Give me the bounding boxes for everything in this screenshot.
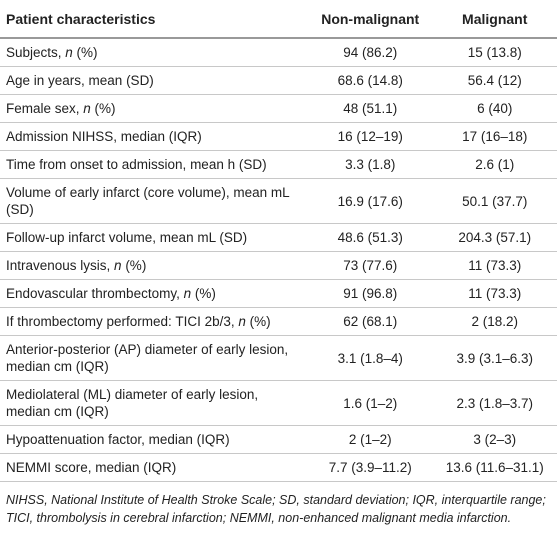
label-text: Hypoattenuation factor, median (IQR) <box>6 432 230 447</box>
label-text: n <box>183 286 192 301</box>
row: If thrombectomy performed: TICI 2b/3, n … <box>0 307 557 336</box>
label-text: Subjects, <box>6 45 66 60</box>
label-cell: Admission NIHSS, median (IQR) <box>0 122 308 151</box>
value-cell: 6 (40) <box>432 94 557 123</box>
label-cell: Endovascular thrombectomy, n (%) <box>0 279 308 308</box>
value-cell: 11 (73.3) <box>432 251 557 280</box>
value-cell: 3.9 (3.1–6.3) <box>432 335 557 381</box>
value-cell: 2.3 (1.8–3.7) <box>432 380 557 426</box>
header-cell: Non-malignant <box>308 0 433 39</box>
value-cell: 16 (12–19) <box>308 122 433 151</box>
label-text: (%) <box>245 314 271 329</box>
value-cell: 3.1 (1.8–4) <box>308 335 433 381</box>
value-cell: 3 (2–3) <box>432 425 557 454</box>
value-cell: 1.6 (1–2) <box>308 380 433 426</box>
label-text: Age in years, mean (SD) <box>6 73 154 88</box>
label-text: NEMMI score, median (IQR) <box>6 460 177 475</box>
label-text: (%) <box>72 45 98 60</box>
value-cell: 17 (16–18) <box>432 122 557 151</box>
value-cell: 16.9 (17.6) <box>308 178 433 224</box>
value-cell: 13.6 (11.6–31.1) <box>432 453 557 482</box>
label-cell: Age in years, mean (SD) <box>0 66 308 95</box>
value-cell: 50.1 (37.7) <box>432 178 557 224</box>
value-cell: 11 (73.3) <box>432 279 557 308</box>
label-text: Volume of early infarct (core volume), m… <box>6 185 290 217</box>
label-text: If thrombectomy performed: TICI 2b/3, <box>6 314 239 329</box>
label-cell: If thrombectomy performed: TICI 2b/3, n … <box>0 307 308 336</box>
label-text: Anterior-posterior (AP) diameter of earl… <box>6 342 289 374</box>
label-text: (%) <box>90 101 116 116</box>
value-cell: 73 (77.6) <box>308 251 433 280</box>
label-text: (%) <box>191 286 216 301</box>
label-cell: NEMMI score, median (IQR) <box>0 453 308 482</box>
value-cell: 3.3 (1.8) <box>308 150 433 179</box>
row: NEMMI score, median (IQR) 7.7 (3.9–11.2) 1… <box>0 453 557 482</box>
row: Anterior-posterior (AP) diameter of earl… <box>0 335 557 381</box>
row: Volume of early infarct (core volume), m… <box>0 178 557 224</box>
value-cell: 15 (13.8) <box>432 38 557 67</box>
value-cell: 2 (18.2) <box>432 307 557 336</box>
label-text: Time from onset to admission, mean h (SD… <box>6 157 267 172</box>
label-text: Endovascular thrombectomy, <box>6 286 184 301</box>
header-cell: Malignant <box>432 0 557 39</box>
value-cell: 56.4 (12) <box>432 66 557 95</box>
footnote: NIHSS, National Institute of Health Stro… <box>6 493 546 525</box>
label-text: Female sex, <box>6 101 84 116</box>
label-text: Follow-up infarct volume, mean mL (SD) <box>6 230 248 245</box>
row: Endovascular thrombectomy, n (%) 91 (96.8… <box>0 279 557 308</box>
value-cell: 204.3 (57.1) <box>432 223 557 252</box>
table-body: Subjects, n (%) 94 (86.2) 15 (13.8) Age in … <box>0 38 557 482</box>
label-text: Admission NIHSS, median (IQR) <box>6 129 202 144</box>
value-cell: 2 (1–2) <box>308 425 433 454</box>
value-cell: 94 (86.2) <box>308 38 433 67</box>
value-cell: 62 (68.1) <box>308 307 433 336</box>
value-cell: 91 (96.8) <box>308 279 433 308</box>
label-text: n <box>238 314 246 329</box>
label-text: Intravenous lysis, <box>6 258 115 273</box>
row: Mediolateral (ML) diameter of early lesi… <box>0 380 557 426</box>
label-cell: Female sex, n (%) <box>0 94 308 123</box>
label-cell: Time from onset to admission, mean h (SD… <box>0 150 308 179</box>
value-cell: 68.6 (14.8) <box>308 66 433 95</box>
header-row: Patient characteristics Non-malignant Ma… <box>0 0 557 39</box>
row: Subjects, n (%) 94 (86.2) 15 (13.8) <box>0 38 557 67</box>
value-cell: 7.7 (3.9–11.2) <box>308 453 433 482</box>
row: Admission NIHSS, median (IQR) 16 (12–19) 1… <box>0 122 557 151</box>
label-text: Mediolateral (ML) diameter of early lesi… <box>6 387 259 419</box>
row: Follow-up infarct volume, mean mL (SD) 48… <box>0 223 557 252</box>
table: Patient characteristics Non-malignant Ma… <box>0 0 557 482</box>
row: Hypoattenuation factor, median (IQR) 2 (1… <box>0 425 557 454</box>
label-text: n <box>65 45 73 60</box>
label-text: n <box>83 101 91 116</box>
row: Intravenous lysis, n (%) 73 (77.6) 11 (73.… <box>0 251 557 280</box>
value-cell: 2.6 (1) <box>432 150 557 179</box>
value-cell: 48.6 (51.3) <box>308 223 433 252</box>
label-cell: Mediolateral (ML) diameter of early lesi… <box>0 380 308 426</box>
label-cell: Intravenous lysis, n (%) <box>0 251 308 280</box>
label-cell: Volume of early infarct (core volume), m… <box>0 178 308 224</box>
label-cell: Subjects, n (%) <box>0 38 308 67</box>
label-text: (%) <box>121 258 147 273</box>
label-cell: Anterior-posterior (AP) diameter of earl… <box>0 335 308 381</box>
value-cell: 48 (51.1) <box>308 94 433 123</box>
row: Female sex, n (%) 48 (51.1) 6 (40) <box>0 94 557 123</box>
label-cell: Hypoattenuation factor, median (IQR) <box>0 425 308 454</box>
header-cell: Patient characteristics <box>0 0 308 39</box>
label-text: n <box>114 258 122 273</box>
row: Time from onset to admission, mean h (SD… <box>0 150 557 179</box>
row: Age in years, mean (SD) 68.6 (14.8) 56.4 (… <box>0 66 557 95</box>
label-cell: Follow-up infarct volume, mean mL (SD) <box>0 223 308 252</box>
